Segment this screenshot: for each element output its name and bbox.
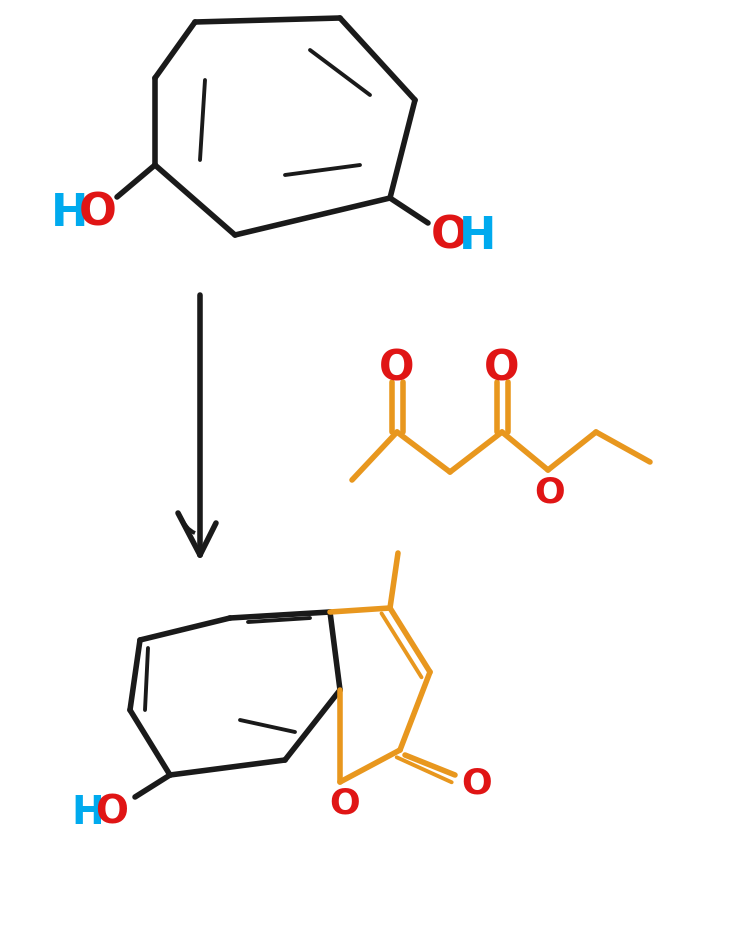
Text: O: O xyxy=(96,794,128,832)
Text: O: O xyxy=(79,191,117,234)
Text: O: O xyxy=(379,347,415,389)
Text: O: O xyxy=(534,475,565,509)
Text: O: O xyxy=(485,347,519,389)
Text: O: O xyxy=(431,214,469,258)
Text: O: O xyxy=(330,787,360,821)
Text: H: H xyxy=(459,214,496,258)
Text: H: H xyxy=(72,794,104,832)
Text: H: H xyxy=(51,191,89,234)
Text: O: O xyxy=(462,766,492,800)
